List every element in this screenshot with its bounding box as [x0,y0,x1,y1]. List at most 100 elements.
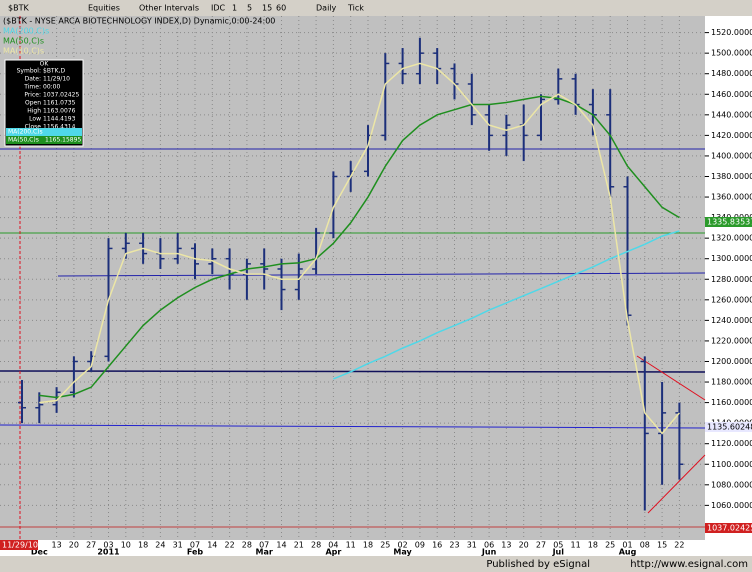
y-tick-label: 1300.0000 [711,254,752,263]
price-tag-text: 1135.60248 [707,423,752,432]
month-label: Dec [31,548,48,557]
x-tick-label: 28 [242,541,252,550]
toolbar [0,0,752,16]
symbol-box: $BTK [8,4,29,13]
y-tick-label: 1460.0000 [711,90,752,99]
y-tick-label: 1420.0000 [711,131,752,140]
price-tag [705,422,752,432]
month-label: Jun [481,548,497,557]
y-tick-label: 1240.0000 [711,316,752,325]
info-label: MA(200,C)s [8,129,43,136]
toolbar-button[interactable]: 5 [247,4,252,13]
footer-text: Published by eSignal [486,559,590,570]
toolbar-button[interactable]: Daily [316,4,337,13]
price-tag-text: 1037.02425 [707,524,752,533]
info-label: Open [25,100,41,107]
info-value: 1163.0076 [43,108,76,115]
month-label: Mar [256,548,273,557]
footer-url: http://www.esignal.com [630,559,748,570]
month-label: Feb [187,548,204,557]
info-value: 1156.4314 [43,124,76,131]
chart-title: ($BTK - NYSE ARCA BIOTECHNOLOGY INDEX,D)… [3,17,275,26]
y-tick-label: 1360.0000 [711,193,752,202]
plot-area [0,16,705,540]
month-label: Apr [325,548,341,557]
x-tick-label: 23 [449,541,459,550]
x-tick-label: 20 [519,541,529,550]
x-tick-label: 22 [225,541,235,550]
toolbar-button[interactable]: Other Intervals [139,4,199,13]
toolbar-button[interactable]: IDC [211,4,226,13]
y-tick-label: 1520.0000 [711,28,752,37]
x-tick-label: 18 [138,541,148,550]
x-tick-label: 14 [207,541,217,550]
y-tick-label: 1120.0000 [711,439,752,448]
x-tick-label: 13 [501,541,511,550]
y-tick-label: 1320.0000 [711,234,752,243]
y-tick-label: 1180.0000 [711,378,752,387]
toolbar-button[interactable]: 60 [276,4,286,13]
y-tick-label: 1080.0000 [711,480,752,489]
info-value: $BTK,D [43,68,65,75]
y-tick-label: 1160.0000 [711,398,752,407]
x-tick-label: 24 [155,541,165,550]
info-ma-bg [6,128,82,136]
price-tag [705,217,752,227]
x-tick-label: 11 [571,541,581,550]
month-label: 2011 [97,548,120,557]
footer-bar [0,556,752,572]
toolbar-button[interactable]: Equities [88,4,120,13]
triangle-line [636,355,706,401]
x-tick-label: 10 [121,541,131,550]
x-tick-label: 09 [415,541,425,550]
x-tick-label: 27 [536,541,546,550]
x-tick-label: 25 [605,541,615,550]
x-tick-label: 03 [103,541,113,550]
x-tick-label: 20 [69,541,79,550]
info-value: 11/29/10 [43,76,70,83]
y-tick-label: 1400.0000 [711,151,752,160]
info-value: 1161.0735 [43,100,76,107]
x-tick-label: 02 [398,541,408,550]
x-tick-label: 16 [432,541,442,550]
legend-entry: MA(10,C)s [3,47,44,56]
x-tick-label: 31 [467,541,477,550]
info-header: OK [40,61,50,68]
month-label: Aug [619,548,637,557]
x-tick-label: 18 [588,541,598,550]
y-tick-label: 1480.0000 [711,69,752,78]
cursor-date: 11/29/10 [2,541,38,550]
y-tick-label: 1280.0000 [711,275,752,284]
price-tag-text: 1335.83537 [707,218,752,227]
toolbar-button[interactable]: 1 [232,4,237,13]
month-label: Jul [552,548,565,557]
y-tick-label: 1220.0000 [711,336,752,345]
info-label: Symbol: [17,68,41,75]
info-value: 1144.4193 [43,116,76,123]
x-tick-label: 08 [640,541,650,550]
x-tick-label: 04 [328,541,338,550]
x-tick-label: 07 [190,541,200,550]
x-tick-label: 22 [674,541,684,550]
x-tick-label: 31 [173,541,183,550]
y-tick-label: 1200.0000 [711,357,752,366]
legend-entry: MA(50,C)s [3,37,44,46]
info-value: 1037.02425 [43,92,79,99]
toolbar-button[interactable]: Tick [347,4,364,13]
y-tick-label: 1500.0000 [711,49,752,58]
triangle-line [647,454,706,514]
x-tick-label: 01 [622,541,632,550]
toolbar-button[interactable]: 15 [262,4,272,13]
date-axis [0,540,752,556]
info-label: Close [25,124,42,131]
ma-line [39,62,680,435]
trendlines [0,16,706,540]
info-label: Price: [24,92,41,99]
info-label: High [27,108,41,115]
x-tick-label: 14 [276,541,286,550]
x-tick-label: 15 [657,541,667,550]
info-label: MA(50,C)s [8,137,39,144]
x-tick-label: 05 [553,541,563,550]
info-ma-bg [6,136,82,144]
x-tick-label: 25 [380,541,390,550]
